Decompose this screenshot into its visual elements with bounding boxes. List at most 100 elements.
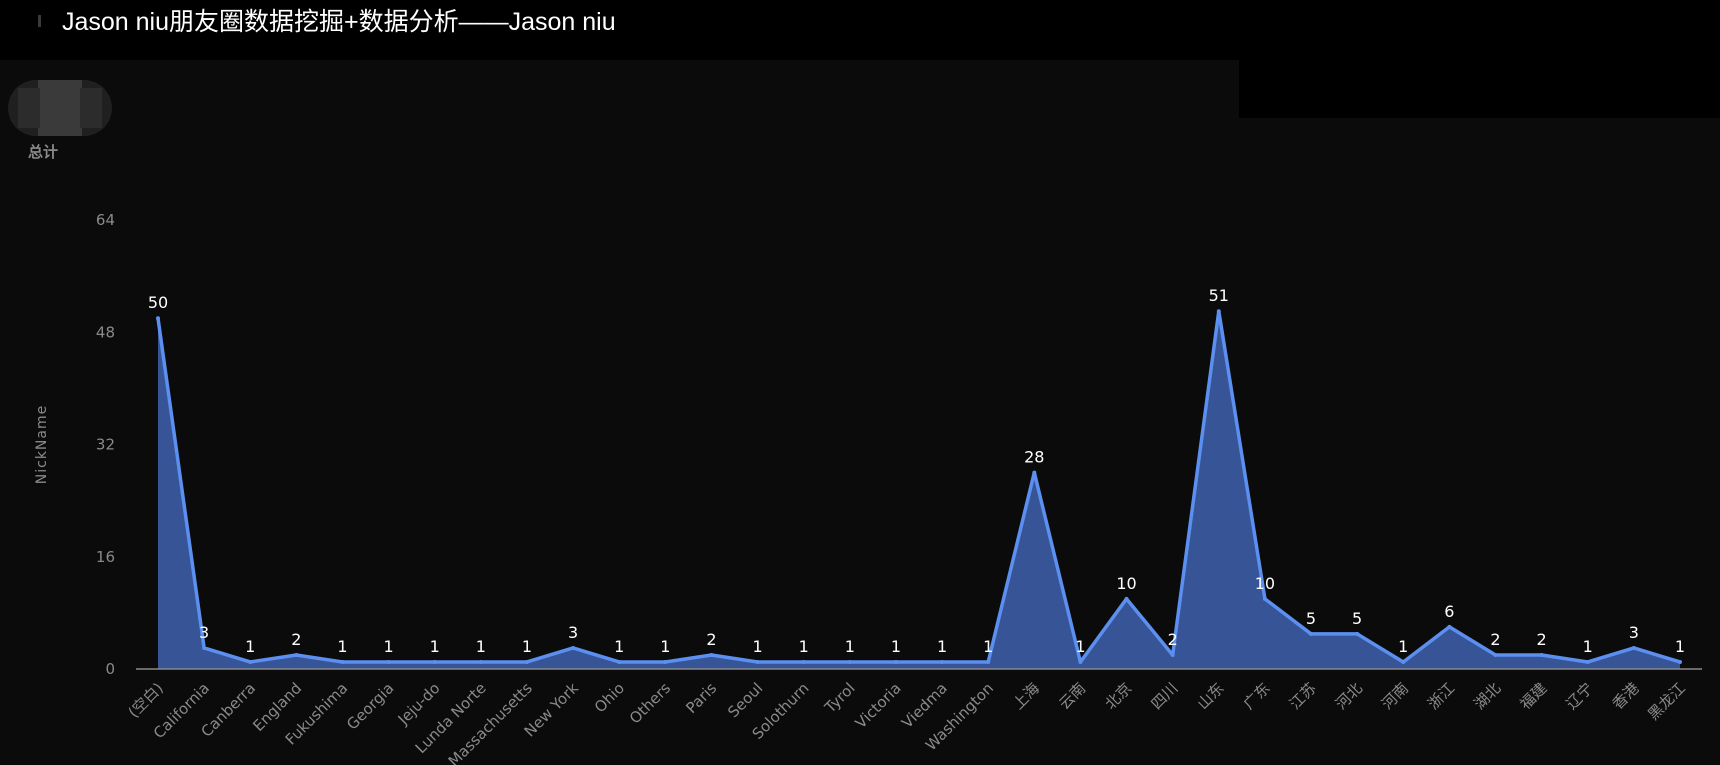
data-point[interactable] <box>1539 652 1544 657</box>
x-tick-label: 河北 <box>1332 679 1366 713</box>
data-point[interactable] <box>340 659 345 664</box>
data-point[interactable] <box>1585 659 1590 664</box>
data-label: 1 <box>522 637 532 656</box>
data-label: 10 <box>1255 574 1275 593</box>
x-tick-label: 福建 <box>1517 679 1551 713</box>
data-point[interactable] <box>893 659 898 664</box>
data-label: 2 <box>706 630 716 649</box>
data-point[interactable] <box>156 316 160 321</box>
data-point[interactable] <box>1032 470 1037 475</box>
data-points <box>156 309 1682 664</box>
data-point[interactable] <box>1170 652 1175 657</box>
data-point[interactable] <box>986 659 991 664</box>
data-label: 1 <box>1398 637 1408 656</box>
data-point[interactable] <box>801 659 806 664</box>
black-block <box>1239 60 1720 118</box>
x-tick-label: Victoria <box>852 679 905 732</box>
data-point[interactable] <box>1309 631 1314 636</box>
x-tick-label: 河南 <box>1378 679 1412 713</box>
legend-label: 总计 <box>28 143 59 161</box>
x-tick-label: Paris <box>682 679 720 717</box>
data-label: 1 <box>891 637 901 656</box>
x-tick-label: 北京 <box>1101 679 1135 713</box>
data-point[interactable] <box>940 659 945 664</box>
data-point[interactable] <box>1262 596 1267 601</box>
data-point[interactable] <box>294 652 299 657</box>
x-tick-label: Tyrol <box>821 679 859 717</box>
data-label: 1 <box>476 637 486 656</box>
x-tick-label: 四川 <box>1148 679 1182 713</box>
data-point[interactable] <box>1678 659 1682 664</box>
y-axis-ticks: 0 16 32 48 64 <box>96 211 115 678</box>
data-point[interactable] <box>478 659 483 664</box>
data-label: 6 <box>1444 602 1454 621</box>
x-tick-label: 浙江 <box>1424 679 1458 713</box>
title-marker <box>38 15 41 27</box>
data-label: 2 <box>1168 630 1178 649</box>
data-label: 51 <box>1209 286 1229 305</box>
data-label: 50 <box>148 293 168 312</box>
x-tick-label: Georgia <box>343 679 397 733</box>
data-label: 1 <box>660 637 670 656</box>
y-tick-label: 16 <box>96 548 115 566</box>
y-tick-label: 0 <box>105 660 115 678</box>
y-tick-label: 64 <box>96 211 115 229</box>
data-label: 1 <box>337 637 347 656</box>
data-label: 1 <box>799 637 809 656</box>
x-tick-label: 湖北 <box>1470 679 1504 713</box>
x-tick-label: 江苏 <box>1286 679 1320 713</box>
data-point[interactable] <box>755 659 760 664</box>
data-point[interactable] <box>663 659 668 664</box>
y-tick-label: 48 <box>96 323 115 341</box>
data-point[interactable] <box>202 645 207 650</box>
data-label: 2 <box>291 630 301 649</box>
data-point[interactable] <box>1631 645 1636 650</box>
data-point[interactable] <box>1216 309 1221 314</box>
data-label: 1 <box>752 637 762 656</box>
data-label: 1 <box>845 637 855 656</box>
data-label: 28 <box>1024 448 1044 467</box>
x-tick-label: 香港 <box>1609 679 1643 713</box>
series-line <box>156 309 1681 664</box>
data-point[interactable] <box>1447 624 1452 629</box>
data-point[interactable] <box>432 659 437 664</box>
x-tick-label: 上海 <box>1009 679 1043 713</box>
x-tick-label: 云南 <box>1055 679 1089 713</box>
x-tick-label: Others <box>626 679 675 728</box>
data-point[interactable] <box>617 659 622 664</box>
data-label: 1 <box>245 637 255 656</box>
y-tick-label: 32 <box>96 436 115 454</box>
data-point[interactable] <box>386 659 391 664</box>
x-tick-label: 广东 <box>1240 679 1274 713</box>
x-tick-label: Seoul <box>724 679 766 721</box>
data-label: 1 <box>1675 637 1685 656</box>
data-label: 1 <box>937 637 947 656</box>
data-label: 3 <box>568 623 578 642</box>
data-point[interactable] <box>1124 596 1129 601</box>
data-label: 3 <box>199 623 209 642</box>
data-label: 1 <box>614 637 624 656</box>
data-label: 1 <box>430 637 440 656</box>
legend-swatch[interactable] <box>8 80 112 136</box>
data-point[interactable] <box>1078 659 1083 664</box>
data-point[interactable] <box>1401 659 1406 664</box>
data-label: 5 <box>1352 609 1362 628</box>
page-title: Jason niu朋友圈数据挖掘+数据分析——Jason niu <box>62 8 616 36</box>
data-label: 2 <box>1490 630 1500 649</box>
data-label: 1 <box>384 637 394 656</box>
data-point[interactable] <box>571 645 576 650</box>
x-tick-label: 辽宁 <box>1563 679 1597 713</box>
x-tick-label: 山东 <box>1194 679 1228 713</box>
x-tick-label: Ohio <box>591 679 628 716</box>
data-point[interactable] <box>248 659 253 664</box>
data-point[interactable] <box>1355 631 1360 636</box>
x-tick-label: (空白) <box>125 679 167 721</box>
data-point[interactable] <box>847 659 852 664</box>
data-label: 1 <box>1583 637 1593 656</box>
y-axis-label: NickName <box>34 405 50 484</box>
data-point[interactable] <box>1493 652 1498 657</box>
data-point[interactable] <box>524 659 529 664</box>
data-point[interactable] <box>709 652 714 657</box>
